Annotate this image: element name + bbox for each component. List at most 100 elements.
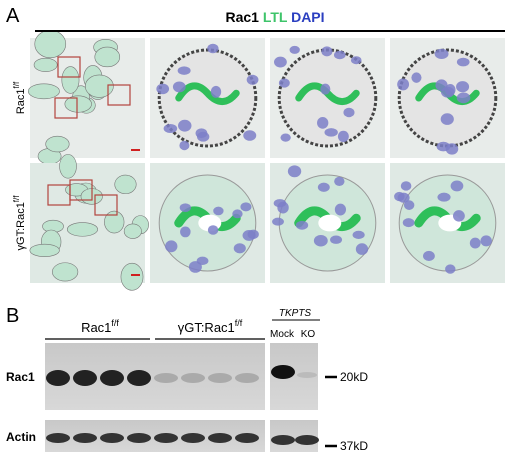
inset-box xyxy=(94,194,118,216)
marker-label: 37kD xyxy=(340,439,368,453)
nucleus xyxy=(313,234,328,247)
tubule xyxy=(45,135,70,153)
panel-title: Rac1 LTL DAPI xyxy=(225,9,324,25)
nucleus xyxy=(456,57,470,67)
nucleus xyxy=(334,176,345,186)
nucleus xyxy=(469,237,481,249)
nucleus xyxy=(243,130,257,141)
band xyxy=(127,433,151,443)
nucleus xyxy=(334,203,347,216)
nucleus xyxy=(287,165,302,178)
lane-label: Mock xyxy=(270,329,295,340)
nucleus xyxy=(317,116,329,129)
nucleus xyxy=(397,192,410,203)
nucleus xyxy=(233,243,246,254)
title-dapi: DAPI xyxy=(291,9,324,25)
nucleus xyxy=(165,240,178,253)
band xyxy=(208,433,232,443)
nucleus xyxy=(397,78,410,91)
group-sup: f/f xyxy=(111,318,119,328)
nucleus xyxy=(289,45,300,54)
row-label-base: γGT:Rac1 xyxy=(15,202,27,250)
nucleus xyxy=(207,225,219,235)
nucleus xyxy=(456,81,470,93)
nucleus xyxy=(343,107,355,118)
cell-line: TKPTS xyxy=(279,308,312,319)
nucleus xyxy=(350,56,362,65)
lane-label: KO xyxy=(301,329,316,340)
band xyxy=(271,435,295,445)
inset-box xyxy=(57,56,81,78)
micrograph xyxy=(150,38,265,158)
tubule xyxy=(27,83,60,100)
band xyxy=(46,370,70,386)
western-blots xyxy=(45,343,319,452)
nucleus xyxy=(450,180,464,192)
group-label: γGT:Rac1f/f xyxy=(178,318,243,335)
marker-label: 20kD xyxy=(340,370,368,384)
nucleus xyxy=(232,209,243,219)
row-label-sup: f/f xyxy=(12,81,21,88)
nucleus xyxy=(330,235,343,244)
nucleus xyxy=(480,235,492,247)
row-label-base: Rac1 xyxy=(15,88,27,114)
lumen xyxy=(318,214,342,232)
micrograph xyxy=(29,154,149,291)
tubule xyxy=(61,66,80,94)
nucleus xyxy=(188,261,202,273)
tubule xyxy=(29,243,60,257)
row-label: γGT:Rac1f/f xyxy=(12,195,27,251)
nucleus xyxy=(452,210,465,222)
tubule xyxy=(66,222,98,237)
nucleus xyxy=(178,119,192,132)
nucleus xyxy=(240,202,252,212)
nucleus xyxy=(402,218,415,228)
title-rac1: Rac1 xyxy=(225,9,259,25)
group-base: Rac1 xyxy=(81,320,111,335)
nucleus xyxy=(434,48,449,59)
micrograph xyxy=(390,163,505,283)
row-label-sup: f/f xyxy=(12,195,21,202)
group-label: Rac1f/f xyxy=(81,318,119,335)
nucleus xyxy=(280,133,291,142)
brush-border xyxy=(175,82,240,106)
band xyxy=(208,373,232,383)
nucleus xyxy=(440,113,454,125)
group-base: γGT:Rac1 xyxy=(178,320,235,335)
inset-box xyxy=(69,179,93,201)
band xyxy=(127,370,151,386)
tubule xyxy=(114,174,137,195)
band xyxy=(181,433,205,443)
tubule xyxy=(123,223,142,239)
nucleus xyxy=(333,50,346,60)
nucleus xyxy=(445,264,456,274)
band xyxy=(271,365,295,379)
nucleus xyxy=(246,74,259,85)
nucleus xyxy=(180,226,191,238)
micrographs xyxy=(27,29,505,291)
nucleus xyxy=(321,46,333,57)
panel-label: B xyxy=(6,305,19,327)
tubule xyxy=(64,95,92,113)
nucleus xyxy=(210,85,222,98)
micrograph xyxy=(270,38,385,158)
band xyxy=(100,370,124,386)
tubule xyxy=(52,262,79,282)
nucleus xyxy=(156,83,170,95)
nucleus xyxy=(207,43,219,54)
tubule xyxy=(33,57,58,72)
nucleus xyxy=(163,123,178,134)
nucleus xyxy=(274,56,287,68)
panel-label: A xyxy=(6,5,20,27)
nucleus xyxy=(196,131,210,142)
nucleus xyxy=(355,243,369,255)
nucleus xyxy=(172,81,186,93)
nucleus xyxy=(352,230,365,239)
blot-label: Rac1 xyxy=(6,370,35,384)
nucleus xyxy=(445,143,459,155)
micrograph xyxy=(270,163,385,283)
nucleus xyxy=(317,182,330,192)
band xyxy=(73,370,97,386)
nucleus xyxy=(179,203,191,212)
